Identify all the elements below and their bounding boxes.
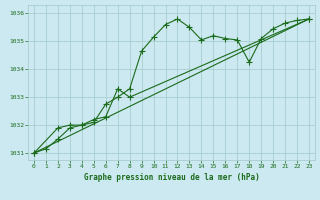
X-axis label: Graphe pression niveau de la mer (hPa): Graphe pression niveau de la mer (hPa) <box>84 173 260 182</box>
